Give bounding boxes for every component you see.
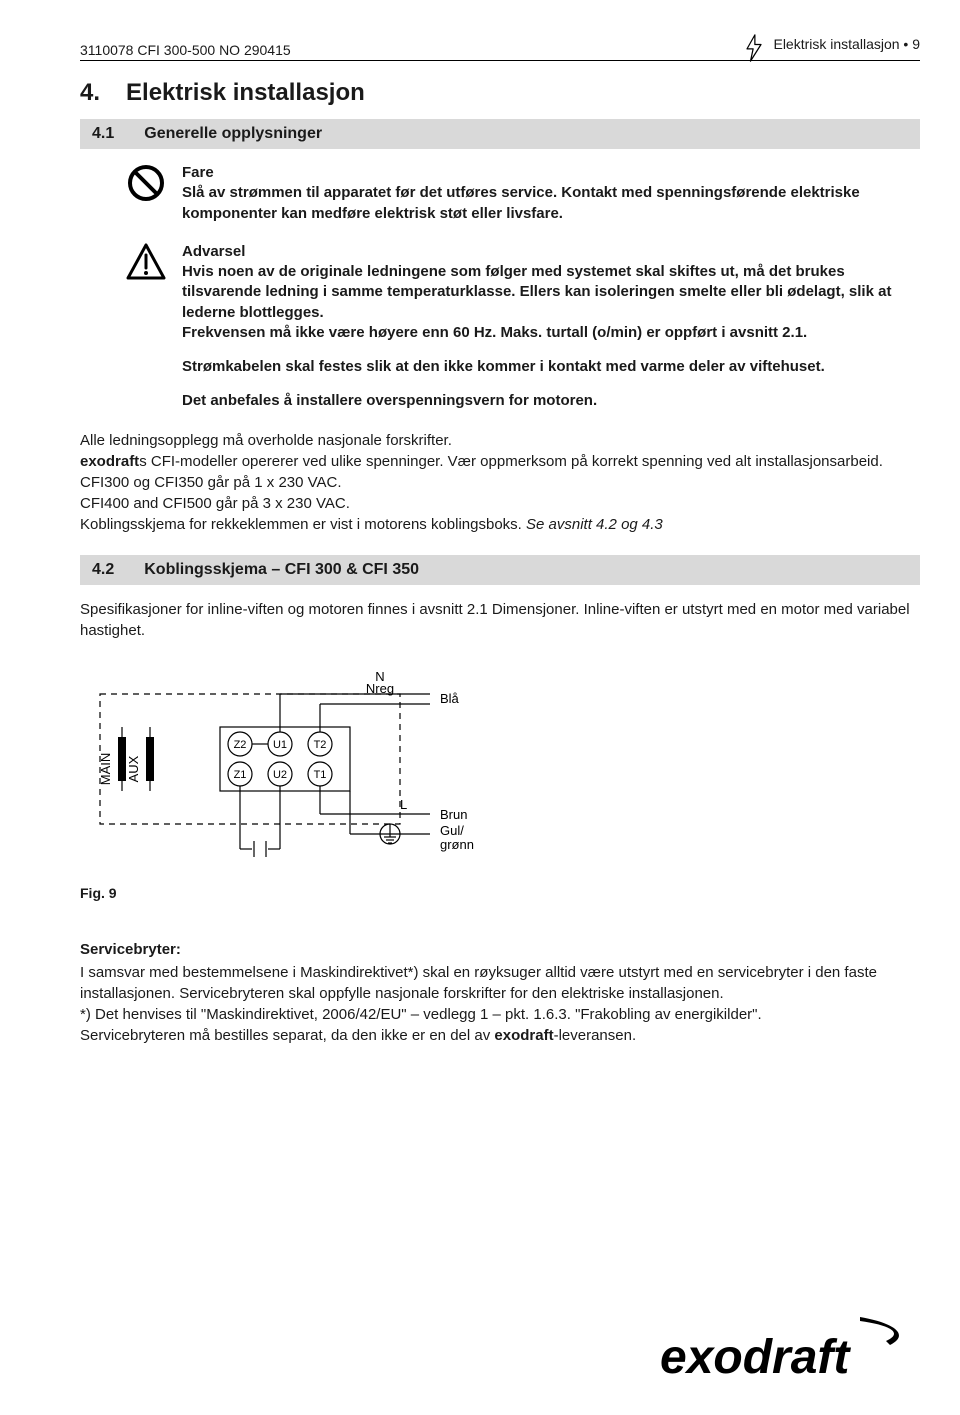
wiring-svg: MAINAUXZ2U1T2Z1U2T1NNregBlåLBrunGul/grøn… (80, 659, 510, 869)
svg-text:Gul/: Gul/ (440, 823, 464, 838)
chapter-title: Elektrisk installasjon (126, 79, 365, 107)
svg-text:Blå: Blå (440, 691, 460, 706)
body-l5a: Koblingsskjema for rekkeklemmen er vist … (80, 516, 526, 533)
body-l2-wrap: exodrafts CFI-modeller opererer ved ulik… (80, 451, 920, 472)
chapter-number: 4. (80, 79, 100, 107)
logo-swoosh-icon (860, 1317, 899, 1345)
header-right: Elektrisk installasjon • 9 (743, 30, 920, 58)
brand-inline: exodraft (80, 453, 139, 470)
svg-text:Nreg: Nreg (366, 681, 394, 696)
page-header: 3110078 CFI 300-500 NO 290415 Elektrisk … (80, 30, 920, 61)
svg-text:T2: T2 (314, 739, 327, 751)
warning-block: Advarsel Hvis noen av de originale ledni… (126, 242, 920, 412)
section-4-2-num: 4.2 (92, 561, 114, 579)
service-p3brand: exodraft (494, 1027, 553, 1044)
svg-text:Z1: Z1 (234, 769, 247, 781)
svg-text:MAIN: MAIN (98, 752, 113, 785)
danger-block: Fare Slå av strømmen til apparatet før d… (126, 163, 920, 224)
danger-heading: Fare (182, 163, 920, 183)
svg-text:U2: U2 (273, 769, 287, 781)
svg-text:L: L (400, 797, 407, 812)
svg-text:grønn: grønn (440, 837, 474, 852)
danger-body: Fare Slå av strømmen til apparatet før d… (182, 163, 920, 224)
service-p3b: -leveransen. (554, 1027, 637, 1044)
lightning-icon (743, 34, 765, 62)
chapter-heading: 4. Elektrisk installasjon (80, 79, 920, 107)
header-right-text: Elektrisk installasjon • 9 (773, 36, 920, 52)
warning-p2: Frekvensen må ikke være høyere enn 60 Hz… (182, 323, 920, 343)
svg-text:T1: T1 (314, 769, 327, 781)
warning-p3: Strømkabelen skal festes slik at den ikk… (182, 357, 920, 377)
body-l2: s CFI-modeller opererer ved ulike spenni… (139, 453, 883, 470)
svg-text:Brun: Brun (440, 807, 467, 822)
body-l5b: Se avsnitt 4.2 og 4.3 (526, 516, 663, 533)
logo-text: exodraft (660, 1331, 851, 1384)
warning-p1: Hvis noen av de originale ledningene som… (182, 262, 920, 323)
service-heading: Servicebryter: (80, 941, 920, 958)
danger-text: Slå av strømmen til apparatet før det ut… (182, 183, 920, 224)
warning-heading: Advarsel (182, 242, 920, 262)
service-p2: *) Det henvises til "Maskindirektivet, 2… (80, 1004, 920, 1025)
svg-text:Z2: Z2 (234, 739, 247, 751)
section-4-2-bar: 4.2 Koblingsskjema – CFI 300 & CFI 350 (80, 555, 920, 585)
body-text-block: Alle ledningsopplegg må overholde nasjon… (80, 430, 920, 535)
figure-caption: Fig. 9 (80, 885, 920, 901)
header-left: 3110078 CFI 300-500 NO 290415 (80, 42, 291, 58)
service-body: I samsvar med bestemmelsene i Maskindire… (80, 962, 920, 1046)
body-l1: Alle ledningsopplegg må overholde nasjon… (80, 430, 920, 451)
section-4-1-bar: 4.1 Generelle opplysninger (80, 119, 920, 149)
section-4-1-title: Generelle opplysninger (144, 125, 322, 143)
warning-body: Advarsel Hvis noen av de originale ledni… (182, 242, 920, 412)
service-p3-wrap: Servicebryteren må bestilles separat, da… (80, 1025, 920, 1046)
body-l4: CFI400 and CFI500 går på 3 x 230 VAC. (80, 493, 920, 514)
body-l3: CFI300 og CFI350 går på 1 x 230 VAC. (80, 472, 920, 493)
prohibition-icon (126, 163, 166, 224)
svg-text:AUX: AUX (126, 755, 141, 782)
warning-triangle-icon (126, 242, 166, 412)
service-p3a: Servicebryteren må bestilles separat, da… (80, 1027, 494, 1044)
body-l5-wrap: Koblingsskjema for rekkeklemmen er vist … (80, 514, 920, 535)
spec-4-2: Spesifikasjoner for inline-viften og mot… (80, 599, 920, 641)
section-4-1-num: 4.1 (92, 125, 114, 143)
warning-p4: Det anbefales å installere overspennings… (182, 391, 920, 411)
section-4-2-title: Koblingsskjema – CFI 300 & CFI 350 (144, 561, 419, 579)
service-p1: I samsvar med bestemmelsene i Maskindire… (80, 962, 920, 1004)
svg-text:U1: U1 (273, 739, 287, 751)
exodraft-logo: exodraft (660, 1315, 920, 1385)
wiring-diagram: MAINAUXZ2U1T2Z1U2T1NNregBlåLBrunGul/grøn… (80, 659, 920, 873)
